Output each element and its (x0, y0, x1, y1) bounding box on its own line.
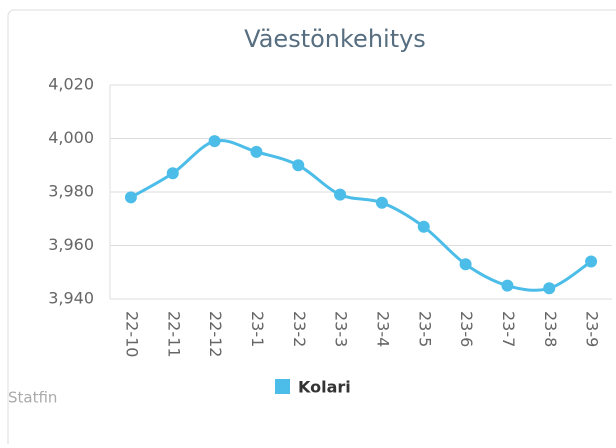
point (250, 145, 263, 158)
point (501, 279, 514, 292)
y-tick-label: 3,960 (48, 235, 94, 254)
x-tick-label: 23-5 (415, 311, 434, 347)
legend-swatch (275, 379, 290, 394)
x-tick-label: 23-3 (332, 311, 351, 347)
x-tick-label: 22-12 (206, 311, 225, 358)
x-tick-label: 23-1 (248, 311, 267, 347)
y-tick-label: 4,000 (48, 128, 94, 147)
point (292, 159, 305, 172)
card (7, 9, 616, 448)
chart-title: Väestönkehitys (244, 25, 426, 53)
x-tick-label: 23-7 (499, 311, 518, 347)
legend-label: Kolari (298, 378, 351, 397)
point (375, 196, 388, 209)
x-tick-label: 23-2 (290, 311, 309, 347)
point (585, 255, 598, 268)
point (543, 282, 556, 295)
y-tick-label: 4,020 (48, 75, 94, 94)
point (208, 135, 221, 148)
x-tick-label: 23-6 (457, 311, 476, 347)
x-tick-label: 22-11 (164, 311, 183, 358)
y-tick-label: 3,940 (48, 289, 94, 308)
point (334, 188, 347, 201)
x-tick-label: 22-10 (122, 311, 141, 358)
y-tick-label: 3,980 (48, 182, 94, 201)
point (459, 258, 472, 271)
point (166, 167, 179, 180)
point (124, 191, 137, 204)
point (417, 220, 430, 233)
credit: Statfin (8, 389, 57, 407)
x-tick-label: 23-8 (541, 311, 560, 347)
x-tick-label: 23-4 (373, 311, 392, 347)
x-tick-label: 23-9 (583, 311, 602, 347)
